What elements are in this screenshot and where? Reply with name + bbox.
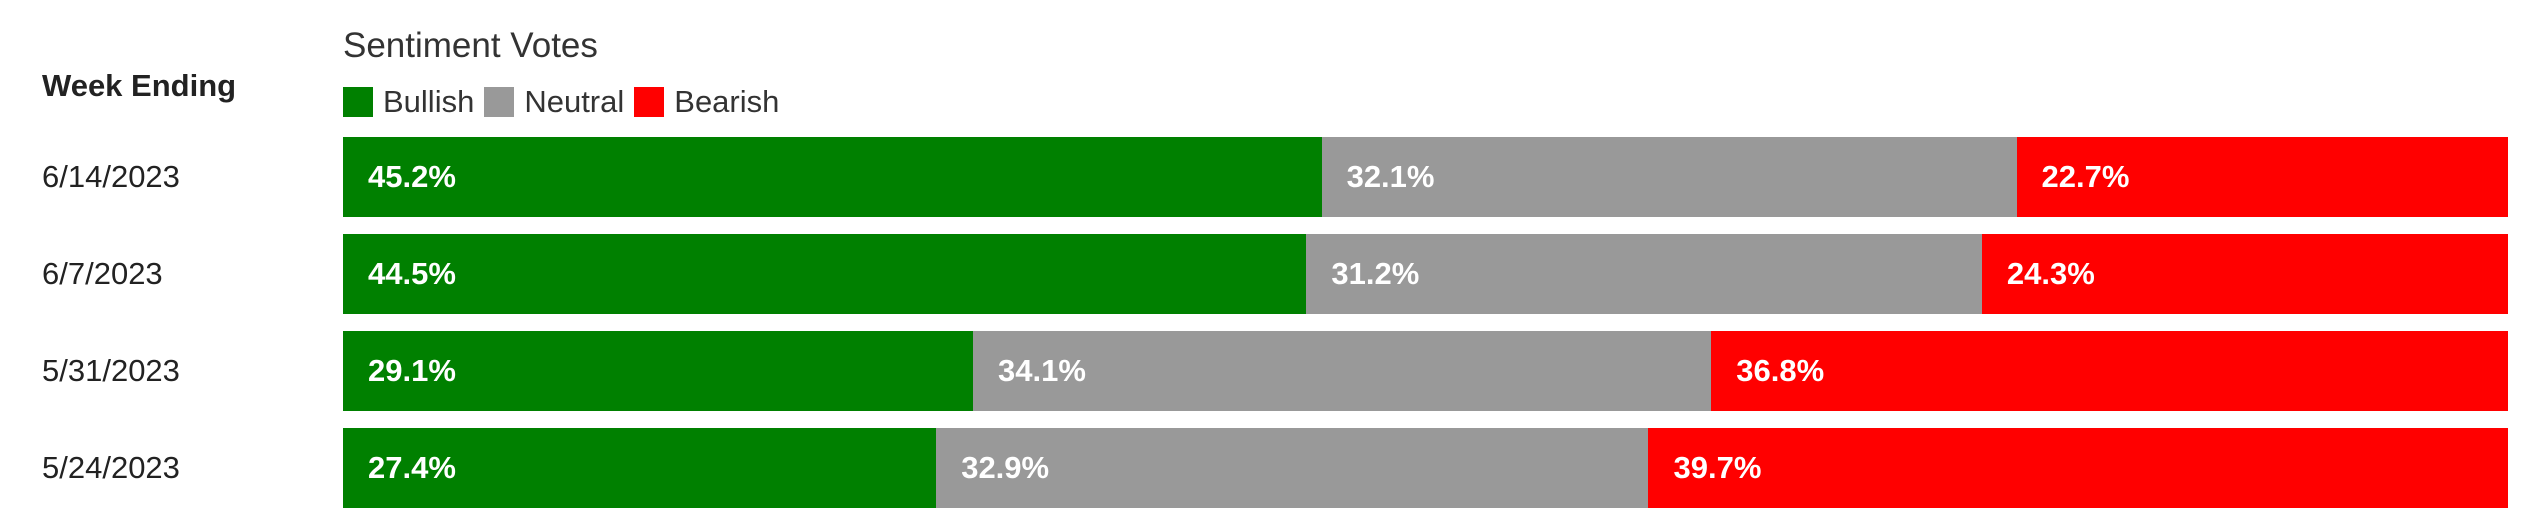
legend-swatch-neutral xyxy=(484,87,515,117)
bar-row: 27.4% 32.9% 39.7% xyxy=(343,428,2508,508)
bar-row: 44.5% 31.2% 24.3% xyxy=(343,234,2508,314)
bar-segment-bullish: 29.1% xyxy=(343,331,973,411)
week-ending-header: Week Ending xyxy=(42,68,237,103)
data-label-bullish: 29.1% xyxy=(368,353,456,388)
bar-segment-neutral: 32.9% xyxy=(936,428,1649,508)
bar-segment-bearish: 36.8% xyxy=(1711,331,2508,411)
data-label-bullish: 44.5% xyxy=(368,256,456,291)
week-label: 6/7/2023 xyxy=(42,256,163,291)
week-label: 6/14/2023 xyxy=(42,159,180,194)
data-label-bearish: 39.7% xyxy=(1673,450,1762,485)
data-label-neutral: 34.1% xyxy=(998,353,1086,388)
bar-segment-bullish: 44.5% xyxy=(343,234,1307,314)
bar-segment-bullish: 27.4% xyxy=(343,428,937,508)
data-label-neutral: 32.1% xyxy=(1346,159,1435,194)
week-label: 5/24/2023 xyxy=(42,450,180,485)
legend-swatch-bearish xyxy=(634,87,665,117)
week-label: 5/31/2023 xyxy=(42,353,180,388)
data-label-neutral: 31.2% xyxy=(1331,256,1420,291)
bar-segment-neutral: 32.1% xyxy=(1321,137,2017,217)
legend-label-bearish: Bearish xyxy=(674,84,780,119)
data-label-bullish: 45.2% xyxy=(368,159,456,194)
data-label-neutral: 32.9% xyxy=(961,450,1050,485)
legend-item-neutral: Neutral xyxy=(484,84,624,120)
data-label-bearish: 36.8% xyxy=(1736,353,1825,388)
legend-item-bearish: Bearish xyxy=(634,84,779,120)
bar-segment-bearish: 24.3% xyxy=(1981,234,2508,314)
bar-segment-bearish: 39.7% xyxy=(1648,428,2508,508)
legend-item-bullish: Bullish xyxy=(343,84,474,120)
bar-row: 45.2% 32.1% 22.7% xyxy=(343,137,2508,217)
legend-label-bullish: Bullish xyxy=(383,84,475,119)
bar-segment-neutral: 34.1% xyxy=(973,331,1712,411)
legend-label-neutral: Neutral xyxy=(524,84,625,119)
legend: Bullish Neutral Bearish xyxy=(343,82,789,122)
bar-segment-bearish: 22.7% xyxy=(2016,137,2508,217)
bar-row: 29.1% 34.1% 36.8% xyxy=(343,331,2508,411)
bar-segment-bullish: 45.2% xyxy=(343,137,1322,217)
data-label-bullish: 27.4% xyxy=(368,450,456,485)
chart-title: Sentiment Votes xyxy=(343,26,598,65)
data-label-bearish: 24.3% xyxy=(2006,256,2095,291)
data-label-bearish: 22.7% xyxy=(2041,159,2130,194)
bar-segment-neutral: 31.2% xyxy=(1306,234,1982,314)
legend-swatch-bullish xyxy=(343,87,373,117)
